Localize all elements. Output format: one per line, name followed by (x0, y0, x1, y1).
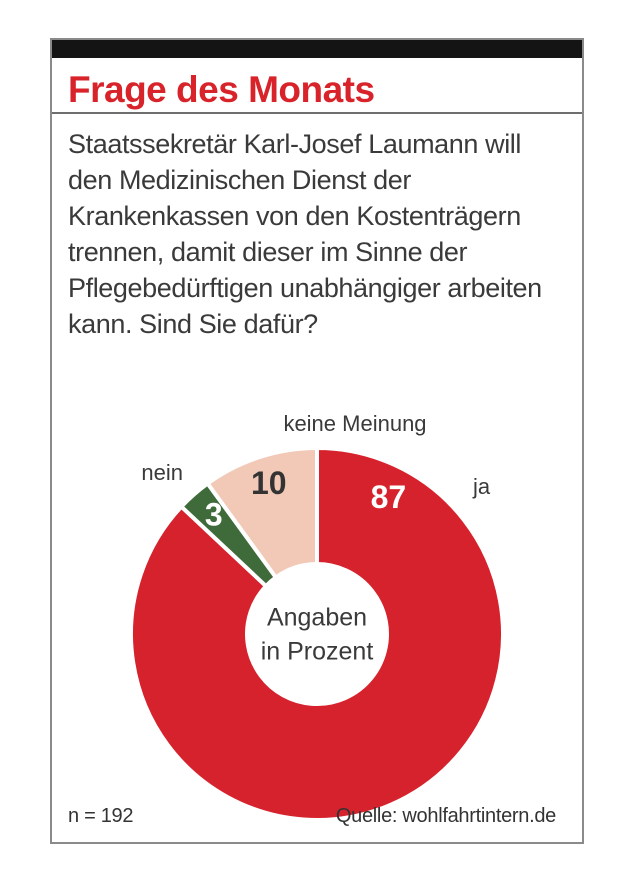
page-title: Frage des Monats (68, 69, 375, 110)
title-divider (52, 112, 582, 114)
value-label-ja: 87 (371, 479, 407, 515)
sample-size: n = 192 (68, 805, 134, 827)
slice-ja (129, 445, 505, 822)
center-label: Angaben in Prozent (261, 604, 374, 666)
category-label-keine-meinung: keine Meinung (283, 411, 426, 436)
poll-card: Frage des Monats Staatssekretär Karl-Jos… (50, 38, 584, 844)
center-label-line: in Prozent (261, 638, 374, 666)
category-label-ja: ja (472, 474, 491, 499)
category-labels: ja keine Meinung nein (141, 411, 490, 499)
poll-question: Staatssekretär Karl-Josef Laumann will d… (68, 129, 542, 339)
donut-slices (129, 445, 505, 822)
donut-chart: 87 3 10 ja keine Meinung nein Angaben in Proz… (129, 411, 505, 822)
top-bar (52, 40, 582, 58)
source-note: Quelle: wohlfahrtintern.de (335, 805, 556, 827)
slice-nein (204, 445, 319, 581)
value-label-nein: 10 (251, 465, 287, 501)
percent-labels: 87 3 10 (205, 465, 406, 532)
center-label-line: Angaben (267, 604, 367, 632)
category-label-nein: nein (141, 460, 183, 485)
value-label-keine-meinung: 3 (205, 496, 223, 532)
